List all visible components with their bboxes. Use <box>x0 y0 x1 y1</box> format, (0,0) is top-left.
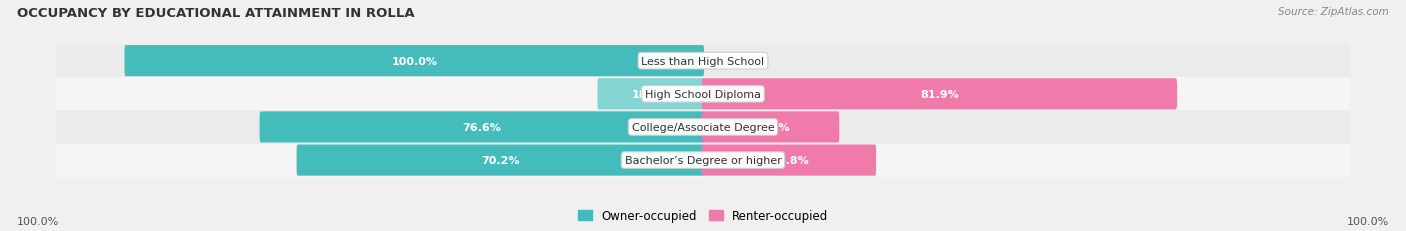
Text: 23.4%: 23.4% <box>751 122 790 132</box>
Text: College/Associate Degree: College/Associate Degree <box>631 122 775 132</box>
Text: 70.2%: 70.2% <box>481 155 520 165</box>
FancyBboxPatch shape <box>702 112 839 143</box>
FancyBboxPatch shape <box>56 78 1350 111</box>
Text: 100.0%: 100.0% <box>1347 216 1389 226</box>
Text: 0.0%: 0.0% <box>714 56 745 66</box>
Text: 76.6%: 76.6% <box>463 122 502 132</box>
Text: 100.0%: 100.0% <box>391 56 437 66</box>
Text: 81.9%: 81.9% <box>920 89 959 99</box>
Text: Less than High School: Less than High School <box>641 56 765 66</box>
Text: OCCUPANCY BY EDUCATIONAL ATTAINMENT IN ROLLA: OCCUPANCY BY EDUCATIONAL ATTAINMENT IN R… <box>17 7 415 20</box>
Text: 29.8%: 29.8% <box>769 155 808 165</box>
Text: 18.1%: 18.1% <box>631 89 671 99</box>
Text: High School Diploma: High School Diploma <box>645 89 761 99</box>
Text: Source: ZipAtlas.com: Source: ZipAtlas.com <box>1278 7 1389 17</box>
FancyBboxPatch shape <box>702 79 1177 110</box>
Legend: Owner-occupied, Renter-occupied: Owner-occupied, Renter-occupied <box>572 205 834 227</box>
FancyBboxPatch shape <box>56 111 1350 144</box>
FancyBboxPatch shape <box>56 45 1350 78</box>
FancyBboxPatch shape <box>297 145 704 176</box>
FancyBboxPatch shape <box>702 145 876 176</box>
FancyBboxPatch shape <box>260 112 704 143</box>
FancyBboxPatch shape <box>598 79 704 110</box>
FancyBboxPatch shape <box>125 46 704 77</box>
Text: 100.0%: 100.0% <box>17 216 59 226</box>
FancyBboxPatch shape <box>56 144 1350 177</box>
Text: Bachelor’s Degree or higher: Bachelor’s Degree or higher <box>624 155 782 165</box>
